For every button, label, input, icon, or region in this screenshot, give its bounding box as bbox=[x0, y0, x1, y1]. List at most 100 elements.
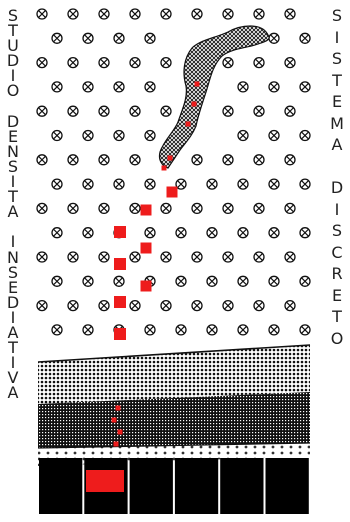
circle-x-icon bbox=[98, 251, 110, 263]
circle-x-icon bbox=[82, 32, 94, 44]
circle-x-icon bbox=[160, 105, 172, 117]
caption-letter: M bbox=[330, 113, 344, 133]
circle-x-icon bbox=[51, 32, 63, 44]
circle-x-icon bbox=[206, 324, 218, 336]
circle-x-icon bbox=[299, 81, 311, 93]
circle-x-icon bbox=[144, 178, 156, 190]
circle-x-icon bbox=[67, 154, 79, 166]
circle-x-icon bbox=[51, 81, 63, 93]
circle-x-icon bbox=[144, 32, 156, 44]
circle-x-icon bbox=[98, 202, 110, 215]
circle-x-icon bbox=[268, 227, 280, 239]
circle-x-icon bbox=[175, 275, 187, 287]
circle-x-icon bbox=[206, 275, 218, 287]
circle-x-icon bbox=[284, 202, 296, 215]
circle-x-icon bbox=[113, 178, 125, 190]
circle-x-icon bbox=[175, 178, 187, 190]
circle-x-icon bbox=[222, 251, 234, 263]
caption-letter: A bbox=[7, 202, 19, 222]
red-square bbox=[140, 280, 152, 292]
circle-x-icon bbox=[144, 129, 156, 142]
caption-letter: S bbox=[331, 6, 343, 25]
circle-x-icon bbox=[67, 105, 79, 117]
circle-x-icon bbox=[67, 202, 79, 215]
circle-x-icon bbox=[36, 8, 48, 20]
caption-letter: S bbox=[331, 49, 343, 68]
circle-x-icon bbox=[222, 8, 234, 20]
circle-x-icon bbox=[67, 56, 79, 69]
circle-x-icon bbox=[237, 81, 249, 93]
circle-x-icon bbox=[98, 299, 110, 312]
caption-letter: T bbox=[332, 307, 342, 326]
circle-x-icon bbox=[82, 227, 94, 239]
circle-x-icon bbox=[98, 8, 110, 20]
red-tick bbox=[161, 165, 167, 171]
circle-x-icon bbox=[82, 178, 94, 190]
circle-x-icon bbox=[67, 8, 79, 20]
caption-letter: D bbox=[6, 51, 20, 71]
circle-x-icon bbox=[237, 275, 249, 287]
caption-letter: D bbox=[6, 292, 20, 312]
caption-letter: O bbox=[330, 328, 344, 348]
caption-letter: O bbox=[6, 81, 20, 101]
caption-letter: I bbox=[10, 232, 16, 252]
circle-x-icon bbox=[129, 299, 141, 312]
bottom-block-row bbox=[39, 458, 309, 514]
circle-x-icon bbox=[284, 154, 296, 166]
circle-x-icon bbox=[222, 202, 234, 215]
circle-x-icon bbox=[113, 32, 125, 44]
circle-x-icon bbox=[129, 202, 141, 215]
red-tick bbox=[191, 101, 197, 107]
red-tick bbox=[111, 417, 117, 423]
caption-letter: I bbox=[334, 199, 340, 219]
caption-letter: E bbox=[331, 92, 343, 111]
red-square bbox=[140, 242, 152, 254]
caption-letter: T bbox=[8, 338, 18, 358]
caption-letter: T bbox=[8, 21, 18, 41]
circle-x-icon bbox=[175, 324, 187, 336]
circle-x-icon bbox=[299, 324, 311, 336]
circle-x-icon bbox=[237, 227, 249, 239]
circle-x-icon bbox=[268, 32, 280, 44]
block bbox=[129, 458, 173, 514]
caption-letter: I bbox=[10, 353, 16, 373]
circle-x-icon bbox=[51, 324, 63, 336]
block bbox=[174, 458, 219, 514]
circle-x-icon bbox=[160, 8, 172, 20]
circle-x-icon bbox=[129, 56, 141, 69]
caption-letter: N bbox=[7, 141, 19, 161]
circle-x-icon bbox=[51, 129, 63, 142]
caption-letter: S bbox=[7, 262, 19, 282]
circle-x-icon bbox=[284, 8, 296, 20]
caption-letter: R bbox=[331, 264, 343, 283]
circle-x-icon bbox=[82, 81, 94, 93]
circle-x-icon bbox=[206, 227, 218, 239]
circle-x-icon bbox=[129, 154, 141, 166]
red-marks bbox=[111, 81, 200, 447]
caption-letter: I bbox=[10, 172, 16, 192]
red-tick bbox=[115, 405, 121, 411]
circle-x-icon bbox=[284, 251, 296, 263]
circle-x-icon bbox=[268, 324, 280, 336]
circle-x-icon bbox=[222, 56, 234, 69]
red-tick bbox=[167, 155, 173, 161]
red-square bbox=[114, 328, 126, 340]
red-square bbox=[114, 258, 126, 270]
circle-x-icon bbox=[253, 202, 265, 215]
circle-x-icon bbox=[284, 56, 296, 69]
caption-letter: E bbox=[7, 277, 19, 297]
circle-x-icon bbox=[191, 251, 203, 263]
circle-x-icon bbox=[67, 251, 79, 263]
caption-letter: I bbox=[334, 27, 340, 47]
circle-x-icon bbox=[36, 105, 48, 117]
block bbox=[265, 458, 309, 514]
circle-x-icon bbox=[253, 105, 265, 117]
circle-x-icon bbox=[268, 178, 280, 190]
caption-letter: S bbox=[331, 221, 343, 240]
circle-x-icon bbox=[160, 251, 172, 263]
circle-x-icon bbox=[113, 81, 125, 93]
circle-x-icon bbox=[253, 154, 265, 166]
circle-x-icon bbox=[268, 81, 280, 93]
